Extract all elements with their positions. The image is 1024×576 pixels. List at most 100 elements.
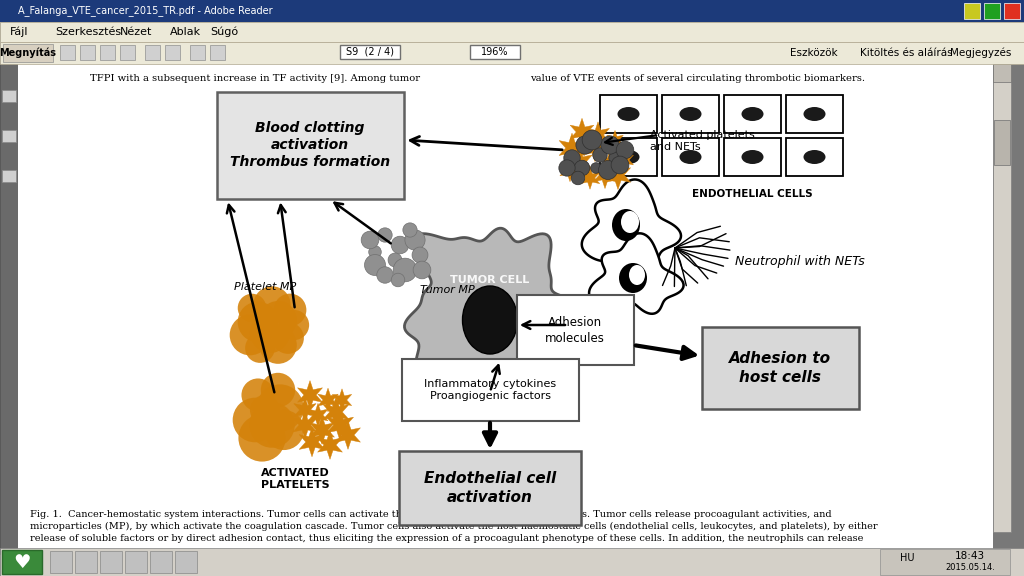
Text: ENDOTHELIAL CELLS: ENDOTHELIAL CELLS <box>692 189 813 199</box>
Text: Fig. 1.  Cancer-hemostatic system interactions. Tumor cells can activate the hem: Fig. 1. Cancer-hemostatic system interac… <box>30 510 878 543</box>
Circle shape <box>388 253 402 267</box>
Text: Neutrophil with NETs: Neutrophil with NETs <box>735 256 864 268</box>
Bar <box>0 42 1024 64</box>
Polygon shape <box>309 416 335 445</box>
Text: Platelet MP: Platelet MP <box>233 282 296 292</box>
Bar <box>2 90 16 102</box>
Ellipse shape <box>463 286 517 354</box>
Ellipse shape <box>617 150 640 164</box>
Bar <box>75 551 97 573</box>
Bar <box>145 45 160 60</box>
Circle shape <box>575 136 594 154</box>
Circle shape <box>279 310 309 340</box>
Text: Fájl: Fájl <box>10 26 29 37</box>
Bar <box>175 551 197 573</box>
Circle shape <box>238 302 279 342</box>
Bar <box>190 45 205 60</box>
Bar <box>662 95 719 133</box>
Text: Megnyítás: Megnyítás <box>0 48 56 58</box>
Bar <box>100 551 122 573</box>
Polygon shape <box>327 410 353 441</box>
Bar <box>880 549 1010 575</box>
Bar <box>662 138 719 176</box>
Circle shape <box>378 228 392 242</box>
Circle shape <box>264 410 304 450</box>
Circle shape <box>272 322 304 354</box>
Polygon shape <box>336 420 360 449</box>
Bar <box>0 64 18 554</box>
Circle shape <box>574 160 590 176</box>
Text: Megjegyzés: Megjegyzés <box>950 48 1012 58</box>
Text: value of VTE events of several circulating thrombotic biomarkers.: value of VTE events of several circulati… <box>530 74 865 83</box>
Ellipse shape <box>804 150 825 164</box>
Text: A_Falanga_VTE_cancer_2015_TR.pdf - Adobe Reader: A_Falanga_VTE_cancer_2015_TR.pdf - Adobe… <box>18 6 272 17</box>
Circle shape <box>229 314 270 355</box>
Text: S9  (2 / 4): S9 (2 / 4) <box>346 47 394 57</box>
Ellipse shape <box>680 150 701 164</box>
Ellipse shape <box>617 107 640 121</box>
Polygon shape <box>570 118 594 146</box>
Text: TFPI with a subsequent increase in TF activity [9]. Among tumor: TFPI with a subsequent increase in TF ac… <box>90 74 420 83</box>
Text: Súgó: Súgó <box>210 26 239 37</box>
Polygon shape <box>333 389 351 411</box>
Polygon shape <box>298 381 323 410</box>
Bar <box>60 45 75 60</box>
Text: Inflammatory cytokines
Proangiogenic factors: Inflammatory cytokines Proangiogenic fac… <box>424 379 556 401</box>
Text: ♥: ♥ <box>13 552 31 571</box>
Bar <box>0 548 1024 576</box>
Polygon shape <box>606 130 624 150</box>
Bar <box>3 44 53 62</box>
Circle shape <box>365 255 385 275</box>
Polygon shape <box>616 150 634 170</box>
Polygon shape <box>567 148 592 176</box>
FancyBboxPatch shape <box>216 92 403 199</box>
Circle shape <box>250 395 281 425</box>
Circle shape <box>369 246 381 258</box>
Bar <box>993 64 1011 532</box>
FancyBboxPatch shape <box>516 295 634 365</box>
Bar <box>100 45 115 60</box>
Circle shape <box>242 378 274 411</box>
Bar <box>0 0 1024 22</box>
Bar <box>0 64 1024 554</box>
Bar <box>2 170 16 182</box>
Polygon shape <box>582 180 681 267</box>
Bar <box>50 551 72 573</box>
FancyBboxPatch shape <box>701 327 858 409</box>
Ellipse shape <box>629 265 645 285</box>
Polygon shape <box>605 161 631 190</box>
Text: Ablak: Ablak <box>170 27 201 37</box>
Circle shape <box>412 247 428 263</box>
Bar <box>120 45 135 60</box>
Text: 18:43: 18:43 <box>955 551 985 561</box>
Ellipse shape <box>680 107 701 121</box>
Circle shape <box>259 326 297 364</box>
Bar <box>0 22 1024 42</box>
Bar <box>786 138 843 176</box>
Bar <box>2 130 16 142</box>
Ellipse shape <box>621 211 639 233</box>
Bar <box>210 45 225 60</box>
Bar <box>340 45 400 59</box>
Polygon shape <box>581 167 600 190</box>
Circle shape <box>593 148 607 162</box>
Polygon shape <box>317 388 338 412</box>
Polygon shape <box>584 134 607 162</box>
FancyBboxPatch shape <box>401 359 579 421</box>
Text: 196%: 196% <box>481 47 509 57</box>
Polygon shape <box>317 431 342 459</box>
Bar <box>993 64 1011 82</box>
Polygon shape <box>323 397 349 427</box>
Circle shape <box>571 171 585 185</box>
Circle shape <box>402 223 417 237</box>
Polygon shape <box>600 150 621 173</box>
Circle shape <box>261 373 295 407</box>
Polygon shape <box>560 158 581 181</box>
Bar <box>150 551 172 573</box>
Circle shape <box>404 230 425 250</box>
Text: Eszközök: Eszközök <box>790 48 838 58</box>
Circle shape <box>249 402 295 448</box>
Circle shape <box>361 231 379 249</box>
Circle shape <box>564 150 581 166</box>
Bar <box>724 95 781 133</box>
